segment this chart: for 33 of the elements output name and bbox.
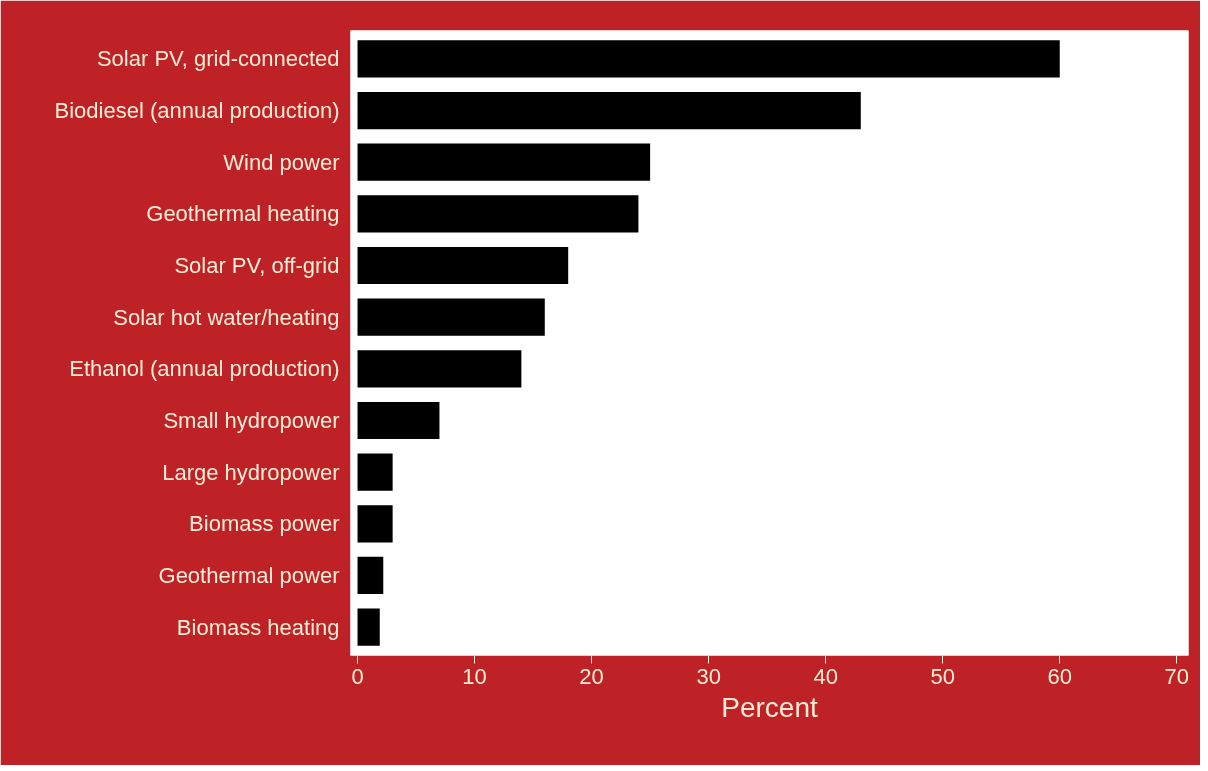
x-tick-label: 60 — [1047, 663, 1073, 689]
y-tick-label: Geothermal heating — [146, 201, 340, 227]
bar — [357, 505, 393, 543]
bar — [357, 195, 639, 233]
x-tick-label: 70 — [1164, 663, 1190, 689]
y-tick-label: Solar PV, off-grid — [174, 253, 340, 279]
y-tick-label: Wind power — [223, 149, 340, 175]
y-tick-label: Ethanol (annual production) — [69, 356, 340, 382]
x-tick-label: 40 — [813, 663, 838, 689]
x-tick-label: 0 — [351, 663, 364, 689]
x-tick-label: 50 — [930, 663, 955, 689]
x-tick-label: 20 — [579, 663, 604, 689]
y-tick-label: Geothermal power — [158, 562, 340, 588]
bar — [357, 40, 1060, 78]
bar — [357, 556, 384, 595]
y-tick-label: Biomass heating — [176, 614, 340, 640]
bar — [357, 143, 651, 181]
y-tick-label: Small hydropower — [163, 407, 340, 433]
bar — [357, 401, 440, 440]
y-tick-label: Large hydropower — [162, 459, 340, 485]
bar — [357, 608, 380, 646]
bar — [357, 298, 545, 336]
y-tick-label: Solar PV, grid-connected — [96, 46, 340, 72]
x-tick-label: 10 — [462, 663, 487, 689]
y-tick-label: Biodiesel (annual production) — [54, 98, 340, 124]
y-tick-label: Biomass power — [189, 511, 340, 537]
bar — [357, 246, 569, 285]
x-axis-title: Percent — [721, 691, 818, 723]
x-tick-label: 30 — [696, 663, 721, 689]
bar — [357, 350, 522, 388]
bar — [357, 453, 393, 491]
y-tick-label: Solar hot water/heating — [113, 304, 340, 330]
bar — [357, 91, 861, 130]
